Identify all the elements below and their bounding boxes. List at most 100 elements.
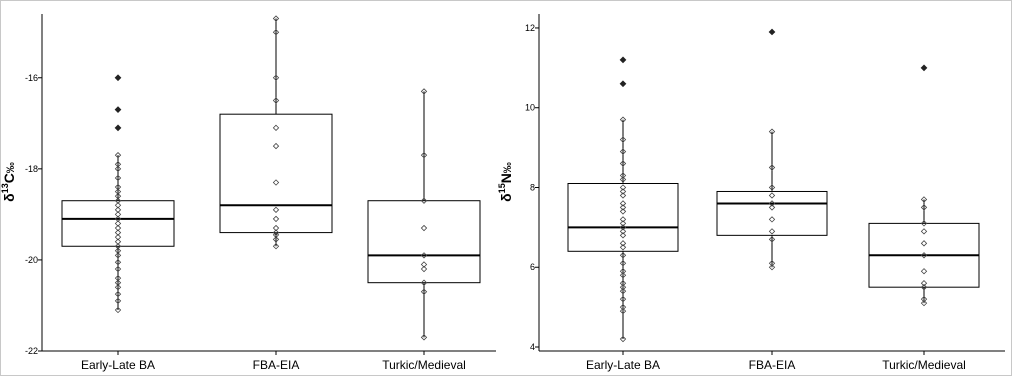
x-tick-label: FBA-EIA (749, 358, 796, 372)
data-point (272, 224, 280, 232)
data-point (619, 184, 627, 191)
data-point (420, 334, 428, 341)
data-point (420, 88, 428, 95)
outlier-point (619, 56, 627, 64)
data-point (114, 165, 122, 173)
data-point (619, 224, 627, 231)
data-point (619, 288, 627, 295)
data-point (114, 247, 122, 254)
data-point (619, 192, 627, 199)
data-point (619, 208, 627, 215)
y-tick-label: -22 (25, 346, 38, 356)
data-point (619, 335, 627, 343)
data-point (619, 200, 627, 207)
data-point (619, 307, 627, 315)
y-tick-label: 4 (530, 342, 535, 352)
data-point (114, 297, 122, 305)
data-point (920, 299, 928, 307)
data-point (272, 15, 280, 22)
data-point (272, 243, 280, 250)
data-point (114, 279, 122, 286)
panel-2: 4 6 8 10 12 δ15N‰ Early-Late BA FBA-EIA Turkic/M… (497, 14, 1005, 372)
x-tick-label: Early-Late BA (586, 358, 660, 372)
data-point (114, 274, 122, 282)
data-point (619, 116, 627, 123)
y-tick-label: 12 (525, 23, 535, 33)
y-tick-label: 6 (530, 262, 535, 272)
y-tick-label: -18 (25, 164, 38, 174)
outlier-point (920, 64, 928, 72)
data-point (114, 192, 122, 200)
data-point (619, 284, 627, 291)
data-point (619, 272, 627, 279)
data-point (619, 172, 627, 179)
data-point (920, 204, 928, 211)
box-iqr (716, 190, 828, 236)
data-point (619, 244, 627, 251)
data-point (920, 268, 928, 275)
data-point (420, 152, 428, 159)
data-point (619, 136, 627, 143)
data-point (272, 206, 280, 213)
data-point (768, 216, 776, 223)
data-point (920, 220, 928, 227)
data-point (114, 183, 122, 191)
data-point (768, 228, 776, 235)
y-tick-label: 8 (530, 182, 535, 192)
x-tick-label: FBA-EIA (253, 358, 300, 372)
data-point (272, 179, 280, 186)
data-point (272, 229, 280, 236)
data-point (114, 161, 122, 168)
data-point (619, 303, 627, 311)
data-point (768, 164, 776, 171)
box-iqr (567, 182, 679, 252)
data-point (114, 197, 122, 204)
data-point (420, 224, 428, 232)
data-point (768, 192, 776, 199)
data-point (619, 280, 627, 287)
data-point (768, 204, 776, 211)
outlier-point (114, 124, 122, 132)
data-point (114, 306, 122, 314)
data-point (619, 216, 627, 223)
data-point (114, 211, 122, 218)
data-point (619, 204, 627, 211)
data-point (114, 215, 122, 223)
data-point (114, 206, 122, 213)
data-point (920, 295, 928, 303)
data-point (619, 232, 627, 239)
data-point (768, 184, 776, 191)
data-point (420, 288, 428, 295)
data-point (114, 238, 122, 245)
data-point (114, 252, 122, 259)
data-point (272, 124, 280, 132)
data-point (619, 240, 627, 247)
data-point (619, 252, 627, 259)
data-point (920, 284, 928, 291)
data-point (114, 224, 122, 232)
data-point (114, 188, 122, 195)
data-point (768, 260, 776, 267)
data-point (420, 261, 428, 268)
data-point (114, 233, 122, 241)
data-point (619, 188, 627, 195)
data-point (619, 176, 627, 183)
data-point (619, 220, 627, 227)
data-point (114, 152, 122, 159)
outlier-point (619, 80, 627, 88)
box-iqr (367, 200, 481, 284)
y-tick-label: -20 (25, 255, 38, 265)
data-point (768, 128, 776, 135)
y-axis-label: δ13C‰ (0, 162, 17, 202)
data-point (920, 252, 928, 259)
data-point (272, 142, 280, 150)
data-point (114, 174, 122, 182)
data-point (272, 29, 280, 36)
data-point (619, 228, 627, 235)
data-point (920, 228, 928, 235)
y-axis-label: δ15N‰ (497, 162, 514, 202)
x-tick-label: Early-Late BA (81, 358, 155, 372)
data-point (619, 260, 627, 267)
